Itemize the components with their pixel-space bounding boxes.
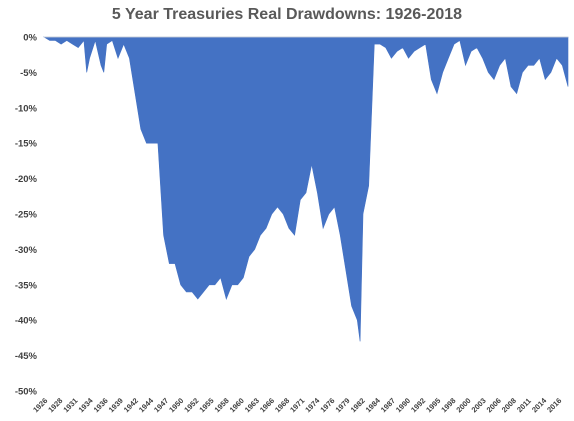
- y-tick-label: -45%: [15, 351, 38, 362]
- x-tick-label: 1963: [243, 396, 261, 414]
- x-tick-label: 1942: [122, 396, 140, 414]
- y-tick-label: -40%: [15, 316, 38, 327]
- x-tick-label: 1987: [379, 396, 397, 414]
- x-tick-label: 1974: [303, 396, 322, 415]
- x-tick-label: 2008: [500, 396, 518, 414]
- x-tick-label: 2006: [485, 396, 503, 414]
- x-tick-label: 1960: [228, 396, 246, 414]
- x-axis: 1926192819311934193619391942194419471950…: [31, 396, 563, 415]
- y-tick-label: -10%: [15, 103, 38, 114]
- x-tick-label: 1992: [409, 396, 427, 414]
- x-tick-label: 2003: [470, 396, 488, 414]
- x-tick-label: 1926: [31, 396, 49, 414]
- x-tick-label: 1976: [318, 396, 336, 414]
- x-tick-label: 1966: [258, 396, 276, 414]
- x-tick-label: 1971: [288, 396, 306, 414]
- chart-title: 5 Year Treasuries Real Drawdowns: 1926-2…: [111, 6, 463, 23]
- y-tick-label: 0%: [23, 33, 37, 44]
- x-tick-label: 1979: [334, 396, 352, 414]
- x-tick-label: 1955: [197, 396, 215, 414]
- x-tick-label: 1995: [424, 396, 442, 414]
- x-tick-label: 1998: [439, 396, 457, 414]
- y-tick-label: -25%: [15, 210, 38, 221]
- x-tick-label: 1984: [364, 396, 383, 415]
- y-tick-label: -30%: [15, 245, 38, 256]
- x-tick-label: 1990: [394, 396, 412, 414]
- x-tick-label: 1958: [213, 396, 231, 414]
- drawdown-area-series: [42, 36, 569, 342]
- x-tick-label: 1968: [273, 396, 291, 414]
- x-tick-label: 2011: [515, 396, 533, 414]
- x-tick-label: 1939: [107, 396, 125, 414]
- x-tick-label: 1947: [152, 396, 170, 414]
- x-tick-label: 1982: [349, 396, 367, 414]
- x-tick-label: 1928: [46, 396, 64, 414]
- x-tick-label: 1936: [92, 396, 110, 414]
- y-tick-label: -35%: [15, 280, 38, 291]
- y-tick-label: -50%: [15, 387, 38, 398]
- y-tick-label: -5%: [20, 68, 37, 79]
- x-tick-label: 2014: [530, 396, 549, 415]
- y-tick-label: -20%: [15, 174, 38, 185]
- y-tick-label: -15%: [15, 139, 38, 150]
- x-tick-label: 2016: [545, 396, 563, 414]
- y-axis: 0% -5% -10% -15% -20% -25% -30% -35% -40% -45% -50…: [15, 33, 38, 398]
- x-tick-label: 1952: [182, 396, 200, 414]
- plot-area: [42, 36, 569, 342]
- x-tick-label: 1944: [137, 396, 156, 415]
- x-tick-label: 1934: [77, 396, 96, 415]
- x-tick-label: 2000: [454, 396, 472, 414]
- x-tick-label: 1931: [61, 396, 79, 414]
- x-tick-label: 1950: [167, 396, 185, 414]
